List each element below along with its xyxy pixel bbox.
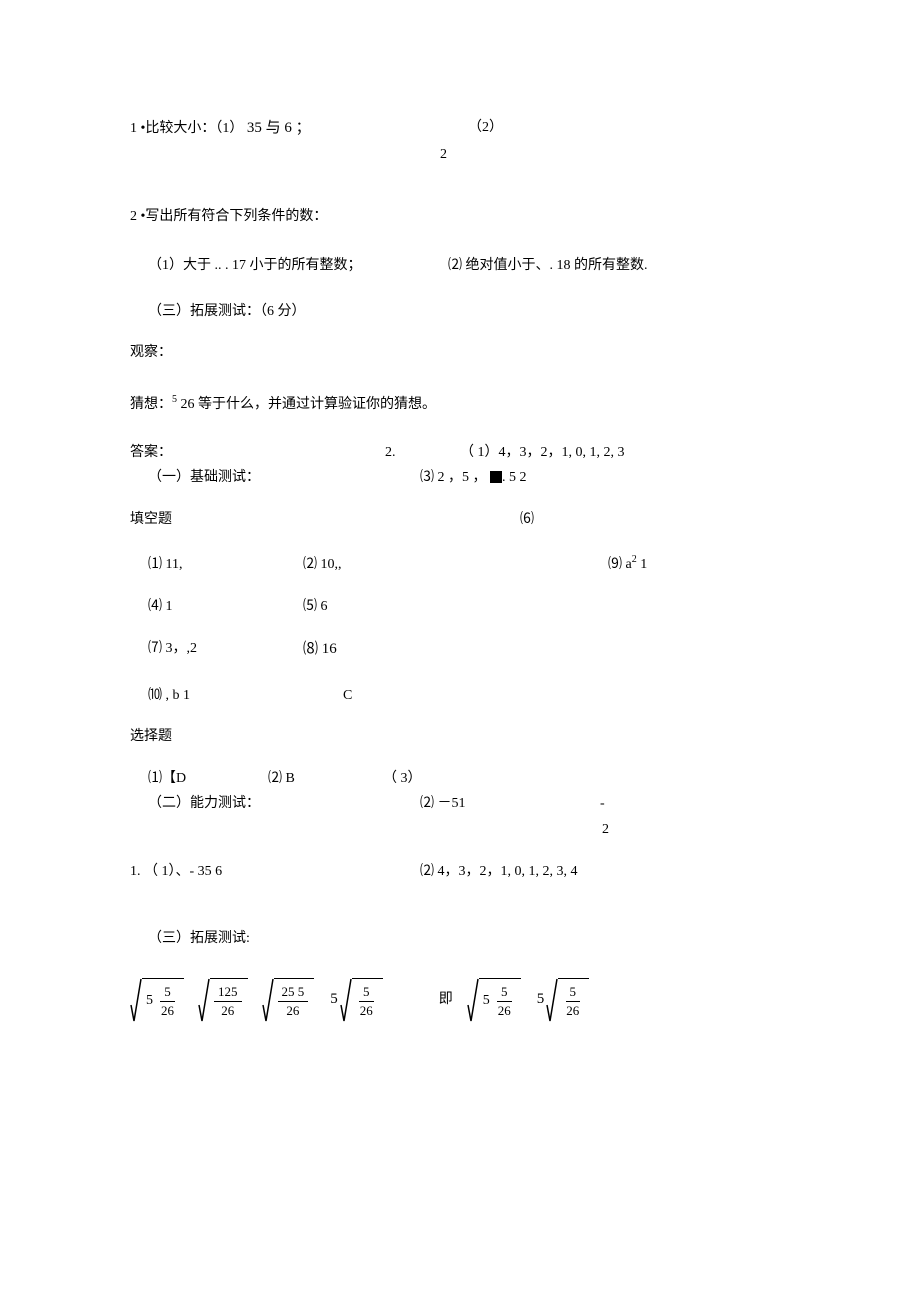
frac-2: 125 26 xyxy=(214,983,242,1020)
guess-rest: 26 等于什么，并通过计算验证你的猜想。 xyxy=(177,397,436,412)
frac-3: 25 5 26 xyxy=(278,983,309,1020)
frac-1: 5 26 xyxy=(157,983,178,1020)
q1-prefix: 1 •比较大小：（1） xyxy=(130,121,243,136)
c1: ⑴ 11, xyxy=(148,555,303,575)
ans-six: ⑹ xyxy=(430,510,534,530)
s3-label: （三）拓展测试：（6 分） xyxy=(130,302,805,322)
ch2: ⑵ B xyxy=(268,769,383,789)
ans-s3: （三）拓展测试: xyxy=(130,929,805,949)
num-5: 5 xyxy=(497,983,512,1002)
sqrt-4: 5 5 26 xyxy=(328,977,383,1023)
q1-row: 1 •比较大小：（1） 35 与 6 ； （2） xyxy=(130,118,805,139)
q2-parts: （1）大于 .. . 17 小于的所有整数； ⑵ 绝对值小于、. 18 的所有整… xyxy=(130,256,805,276)
den-4: 26 xyxy=(356,1002,377,1020)
q2-p2: ⑵ 绝对值小于、. 18 的所有整数. xyxy=(448,256,648,276)
c9a: ⑼ a xyxy=(608,557,632,572)
sqrt-row: 5 5 26 125 26 25 5 2 xyxy=(130,977,805,1023)
guess-pre: 猜想： xyxy=(130,397,172,412)
c10: ⑽ , b 1 xyxy=(148,686,333,706)
radical-icon xyxy=(340,977,352,1023)
chr2c: 2 xyxy=(130,820,805,840)
sqrt-3: 25 5 26 xyxy=(262,977,315,1023)
ch1: ⑴【D xyxy=(148,769,268,789)
radical-icon xyxy=(546,977,558,1023)
fill-r3: ⑺ 3，,2 ⑻ 16 xyxy=(130,639,805,660)
ch3: （ 3） xyxy=(383,769,422,789)
sqrt-6: 5 5 26 xyxy=(535,977,590,1023)
num-2: 125 xyxy=(214,983,242,1002)
fill-r1: ⑴ 11, ⑵ 10,, ⑼ a2 1 xyxy=(130,555,805,575)
den-3: 26 xyxy=(282,1002,303,1020)
c9c: 1 xyxy=(637,557,648,572)
l1a: 1. （ 1）、- 35 6 xyxy=(130,862,420,882)
fill-r4: ⑽ , b 1 C xyxy=(130,686,805,706)
ans-row2: （一）基础测试： ⑶ 2 ，5 ， . 5 2 xyxy=(130,468,805,488)
frac-4: 5 26 xyxy=(356,983,377,1020)
c9b: 2 xyxy=(632,554,637,565)
num-1: 5 xyxy=(160,983,175,1002)
c4: ⑷ 1 xyxy=(148,597,303,617)
n5a: 5 xyxy=(144,991,155,1011)
frac-6: 5 26 xyxy=(562,983,583,1020)
den-1: 26 xyxy=(157,1002,178,1020)
c2: ⑵ 10,, xyxy=(303,555,453,575)
l1-row: 1. （ 1）、- 35 6 ⑵ 4，3，2，1, 0, 1, 2, 3, 4 xyxy=(130,862,805,882)
fill-row: 填空题 ⑹ xyxy=(130,510,805,530)
q1-expr: 35 与 6 ； xyxy=(247,120,311,136)
q1-sub2: 2 xyxy=(130,145,805,165)
den-5: 26 xyxy=(494,1002,515,1020)
radical-icon xyxy=(467,977,479,1023)
choice-r2: （二）能力测试： ⑵ －51 - xyxy=(130,794,805,814)
frac-5: 5 26 xyxy=(494,983,515,1020)
c7: ⑺ 3，,2 xyxy=(148,639,303,660)
guess-sup: 5 xyxy=(172,394,177,405)
sqrt-5: 5 5 26 xyxy=(467,977,521,1023)
ans-s1: （一）基础测试： xyxy=(130,468,420,488)
sqrt-1: 5 5 26 xyxy=(130,977,184,1023)
fill-title: 填空题 xyxy=(130,510,430,530)
page: 1 •比较大小：（1） 35 与 6 ； （2） 2 2 •写出所有符合下列条件… xyxy=(0,0,920,1083)
chr2a: ⑵ －51 xyxy=(420,794,600,814)
chr2b: - xyxy=(600,794,605,814)
n5b: 5 xyxy=(481,991,492,1011)
q1-r2: （2） xyxy=(460,118,503,139)
ans-row1: 答案： 2. （ 1）4，3，2，1, 0, 1, 2, 3 xyxy=(130,443,805,463)
cC: C xyxy=(333,686,352,706)
ans-r1b: （ 1）4，3，2，1, 0, 1, 2, 3 xyxy=(460,443,625,463)
num-3: 25 5 xyxy=(278,983,309,1002)
den-2: 26 xyxy=(217,1002,238,1020)
coef-4: 5 xyxy=(328,989,340,1010)
ans-r2b: . 5 2 xyxy=(502,470,527,485)
coef-6: 5 xyxy=(535,989,547,1010)
num-6: 5 xyxy=(566,983,581,1002)
radical-icon xyxy=(198,977,210,1023)
choice-title: 选择题 xyxy=(130,727,805,747)
radical-icon xyxy=(130,977,142,1023)
black-square-icon xyxy=(490,471,502,483)
q2-title: 2 •写出所有符合下列条件的数： xyxy=(130,207,805,227)
choice-r1: ⑴【D ⑵ B （ 3） xyxy=(130,769,805,789)
ji-text: 即 xyxy=(439,990,453,1010)
num-4: 5 xyxy=(359,983,374,1002)
c8: ⑻ 16 xyxy=(303,639,337,660)
ans-s2: （二）能力测试： xyxy=(130,794,420,814)
sqrt-2: 125 26 xyxy=(198,977,248,1023)
den-6: 26 xyxy=(562,1002,583,1020)
radical-icon xyxy=(262,977,274,1023)
c5: ⑸ 6 xyxy=(303,597,328,617)
l1b: ⑵ 4，3，2，1, 0, 1, 2, 3, 4 xyxy=(420,862,578,882)
ans-title: 答案： xyxy=(130,443,385,463)
ans-r1a: 2. xyxy=(385,443,460,463)
fill-r2: ⑷ 1 ⑸ 6 xyxy=(130,597,805,617)
s3-guess: 猜想：5 26 等于什么，并通过计算验证你的猜想。 xyxy=(130,395,805,415)
s3-obs: 观察： xyxy=(130,343,805,363)
q2-p1: （1）大于 .. . 17 小于的所有整数； xyxy=(148,256,448,276)
ans-r2: ⑶ 2 ，5 ， xyxy=(420,470,490,485)
